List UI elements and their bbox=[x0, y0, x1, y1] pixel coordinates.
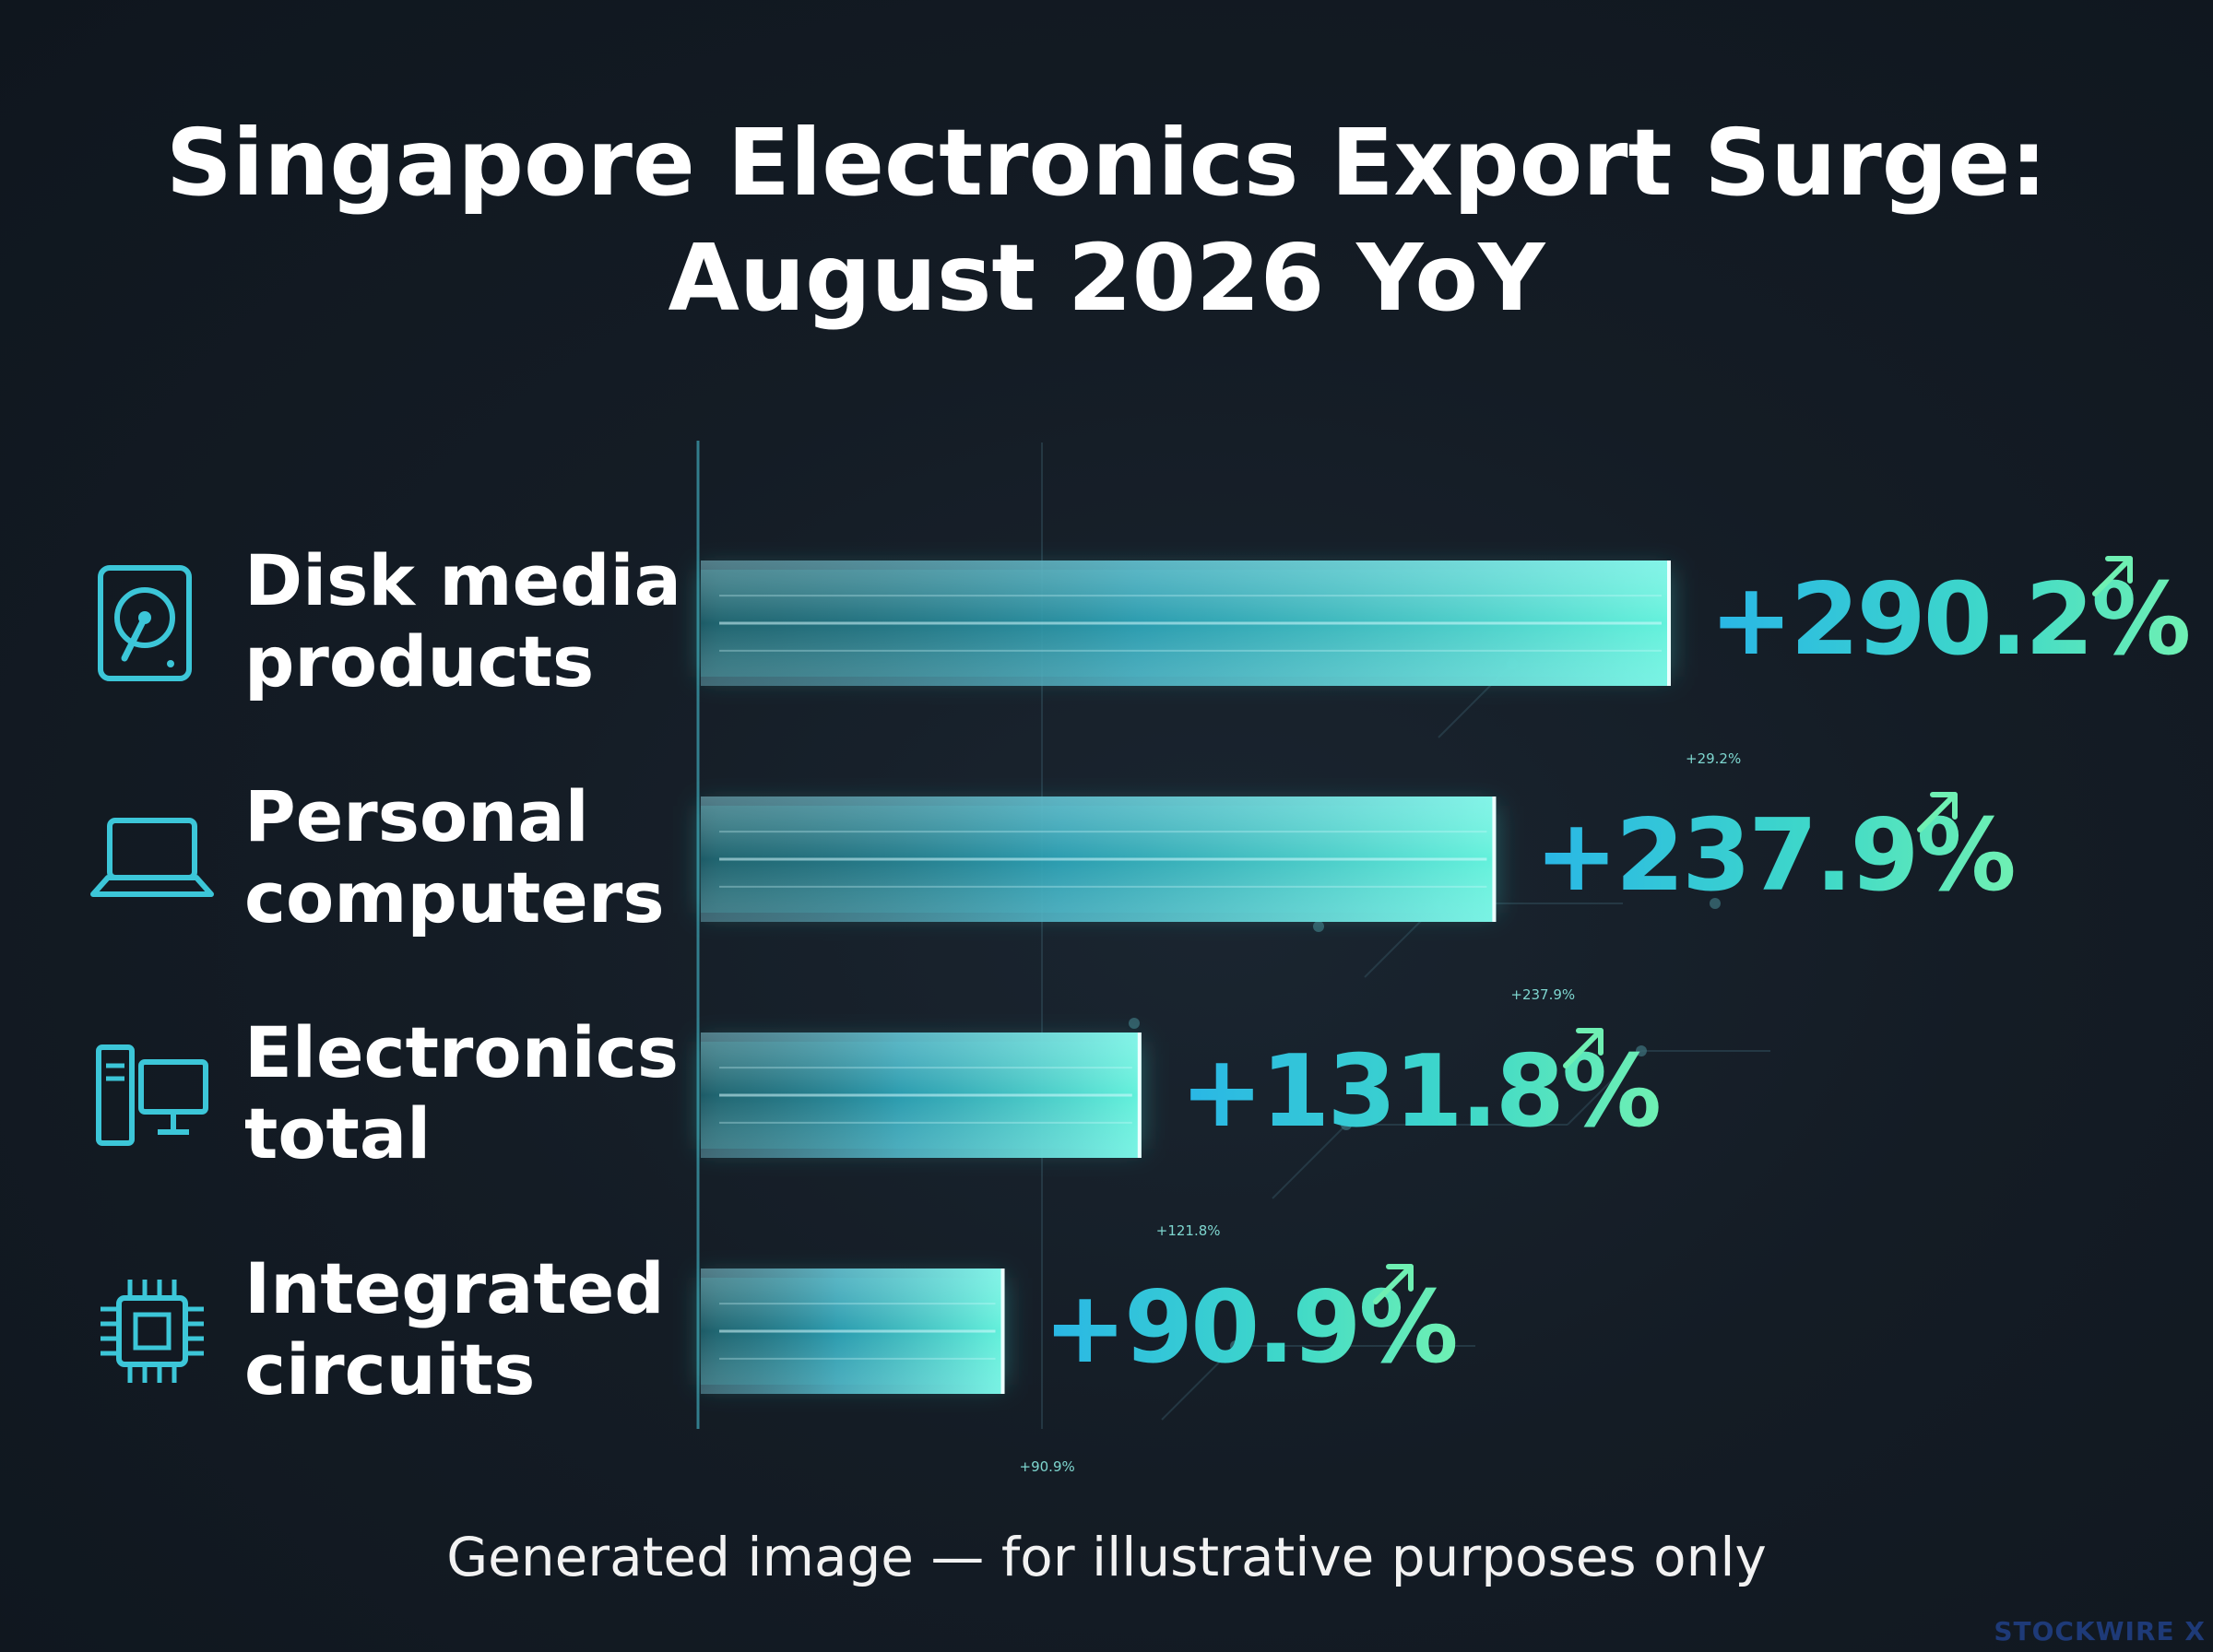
bar-end-cap bbox=[1667, 560, 1671, 686]
chart-title-line-2: August 2026 YoY bbox=[668, 224, 1545, 332]
bar-end-cap bbox=[1137, 1032, 1142, 1158]
category-label: Disk media products bbox=[244, 540, 687, 702]
circuit-node bbox=[1710, 898, 1721, 909]
small-value-label: +237.9% bbox=[1510, 986, 1576, 1003]
circuit-node bbox=[1636, 1045, 1647, 1056]
desktop-computer-icon bbox=[96, 1044, 208, 1146]
category-label-line: circuits bbox=[244, 1328, 536, 1410]
category-label-line: total bbox=[244, 1092, 432, 1174]
category-label-line: Personal bbox=[244, 775, 589, 857]
chart-title-line-1: Singapore Electronics Export Surge: bbox=[165, 109, 2048, 217]
trend-up-arrow-icon bbox=[1372, 1264, 1414, 1304]
category-label-line: Integrated bbox=[244, 1247, 665, 1329]
category-label-line: Electronics bbox=[244, 1011, 680, 1093]
trend-up-arrow-icon bbox=[1562, 1028, 1604, 1068]
category-label-line: computers bbox=[244, 856, 665, 938]
trend-up-arrow-icon bbox=[1917, 792, 1959, 832]
category-label: Integrated circuits bbox=[244, 1248, 687, 1410]
hard-drive-icon bbox=[98, 565, 192, 681]
footnote: Generated image — for illustrative purpo… bbox=[446, 1526, 1767, 1588]
category-label-line: Disk media bbox=[244, 539, 681, 621]
circuit-trace bbox=[1567, 1050, 1642, 1126]
small-value-label: +90.9% bbox=[1019, 1458, 1075, 1475]
bar-end-cap bbox=[1492, 796, 1497, 922]
watermark: STOCKWIRE X bbox=[1994, 1616, 2206, 1646]
category-label: Electronics total bbox=[244, 1012, 687, 1174]
laptop-icon bbox=[90, 818, 214, 897]
circuit-node bbox=[1341, 1119, 1352, 1130]
category-label-line: products bbox=[244, 620, 595, 702]
bar-end-cap bbox=[1000, 1268, 1005, 1394]
small-value-label: +29.2% bbox=[1686, 750, 1742, 767]
circuit-node bbox=[1129, 1018, 1140, 1029]
microchip-icon bbox=[101, 1280, 204, 1383]
category-label: Personal computers bbox=[244, 776, 687, 938]
trend-up-arrow-icon bbox=[2092, 556, 2133, 596]
circuit-trace bbox=[1161, 1345, 1237, 1421]
circuit-node bbox=[1313, 921, 1324, 932]
circuit-node bbox=[1230, 1340, 1241, 1351]
circuit-trace bbox=[1272, 1124, 1347, 1199]
small-value-label: +121.8% bbox=[1155, 1222, 1221, 1239]
